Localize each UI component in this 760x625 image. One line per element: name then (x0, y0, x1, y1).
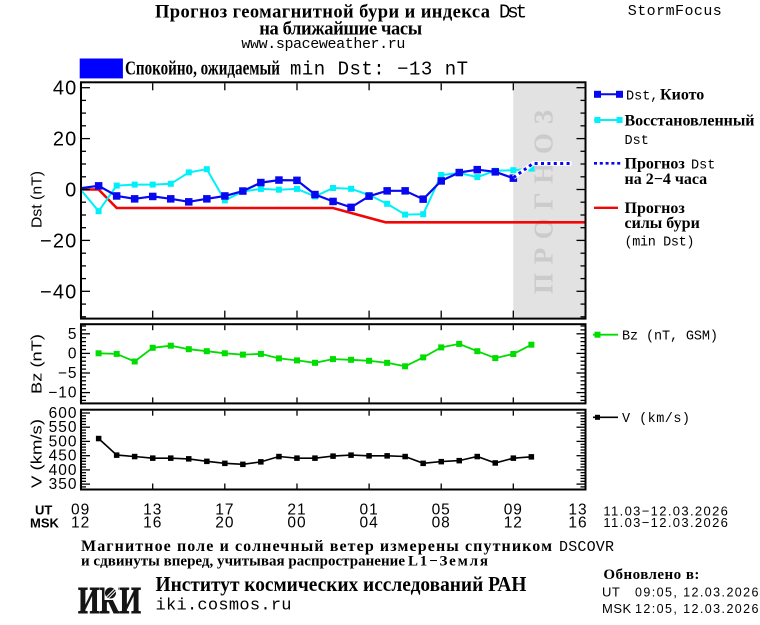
svg-text:400: 400 (49, 462, 78, 479)
svg-text:5: 5 (68, 326, 78, 343)
svg-text:21: 21 (287, 502, 306, 519)
svg-text:Dst: Dst (691, 159, 715, 174)
svg-text:Обновлено в:: Обновлено в: (603, 567, 699, 583)
svg-text:12: 12 (71, 515, 90, 532)
svg-text:MSK: MSK (602, 601, 632, 616)
svg-text:16: 16 (568, 515, 587, 532)
svg-text:силы бури: силы бури (625, 215, 700, 232)
svg-text:01: 01 (359, 502, 378, 519)
svg-text:550: 550 (49, 419, 78, 436)
svg-text:350: 350 (49, 476, 78, 493)
svg-text:09: 09 (504, 502, 523, 519)
svg-text:600: 600 (49, 405, 78, 422)
svg-text:00: 00 (287, 515, 306, 532)
svg-text:V (km/s): V (km/s) (622, 412, 690, 427)
svg-text:Прогноз: Прогноз (625, 200, 686, 217)
svg-text:DSCOVR: DSCOVR (559, 539, 614, 556)
svg-text:09: 09 (71, 502, 90, 519)
svg-text:Dst: Dst (499, 1, 527, 23)
svg-text:UT: UT (35, 503, 52, 518)
svg-text:−5: −5 (58, 365, 78, 382)
svg-text:13: 13 (568, 502, 587, 519)
svg-text:и сдвинуты вперед, учитывая ра: и сдвинуты вперед, учитывая распростране… (81, 554, 405, 570)
svg-text:20: 20 (53, 129, 78, 151)
svg-text:16: 16 (143, 515, 162, 532)
svg-text:Bz (nT): Bz (nT) (29, 334, 46, 394)
svg-text:500: 500 (49, 433, 78, 450)
svg-text:0: 0 (68, 345, 78, 362)
svg-text:08: 08 (432, 515, 451, 532)
svg-text:StormFocus: StormFocus (628, 3, 722, 20)
svg-text:450: 450 (49, 448, 78, 465)
svg-text:V (km/s): V (km/s) (29, 419, 46, 488)
svg-text:Bz (nT, GSM): Bz (nT, GSM) (622, 330, 718, 345)
svg-text:12: 12 (504, 515, 523, 532)
svg-text:Магнитное поле и солнечный вет: Магнитное поле и солнечный ветер измерен… (81, 538, 552, 555)
svg-text:0: 0 (65, 180, 77, 202)
svg-text:Прогноз геомагнитной бури и ин: Прогноз геомагнитной бури и индекса (155, 2, 490, 22)
svg-text:−20: −20 (40, 230, 78, 252)
svg-text:−40: −40 (40, 281, 78, 303)
svg-text:www.spaceweather.ru: www.spaceweather.ru (241, 36, 405, 53)
svg-text:17: 17 (215, 502, 234, 519)
svg-text:Dst,: Dst, (626, 89, 658, 104)
svg-text:Прогноз: Прогноз (625, 156, 686, 173)
svg-text:UT: UT (602, 585, 620, 600)
svg-text:09:05, 12.03.2026: 09:05, 12.03.2026 (635, 586, 759, 600)
svg-text:iki.cosmos.ru: iki.cosmos.ru (156, 597, 292, 616)
svg-text:min Dst: −13 nT: min Dst: −13 nT (290, 59, 468, 81)
svg-text:20: 20 (215, 515, 234, 532)
svg-text:40: 40 (53, 78, 78, 100)
svg-text:на ближайшие часы: на ближайшие часы (259, 20, 422, 40)
svg-text:ПРОГНОЗ: ПРОГНОЗ (529, 110, 559, 294)
svg-text:Dst (nT): Dst (nT) (29, 171, 46, 228)
svg-text:11.03−12.03.2026: 11.03−12.03.2026 (603, 503, 728, 518)
svg-text:−10: −10 (48, 385, 77, 402)
svg-text:04: 04 (359, 515, 378, 532)
svg-text:13: 13 (143, 502, 162, 519)
svg-text:Киото: Киото (660, 86, 704, 103)
svg-text:Спокойно, ожидаемый: Спокойно, ожидаемый (125, 58, 280, 80)
svg-text:(min Dst): (min Dst) (625, 236, 695, 251)
svg-text:Восстановленный: Восстановленный (625, 112, 755, 129)
svg-text:11.03−12.03.2026: 11.03−12.03.2026 (603, 515, 728, 530)
svg-text:на 2−4 часа: на 2−4 часа (625, 171, 708, 188)
svg-text:Dst: Dst (625, 134, 649, 149)
svg-text:12:05, 12.03.2026: 12:05, 12.03.2026 (635, 602, 759, 616)
svg-text:05: 05 (432, 502, 451, 519)
svg-text:Институт космических исследова: Институт космических исследований РАН (156, 572, 527, 596)
svg-text:MSK: MSK (30, 516, 60, 531)
